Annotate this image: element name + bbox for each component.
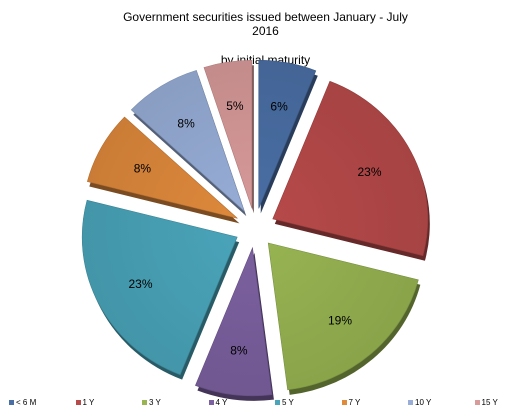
legend-item: < 6 M — [9, 398, 36, 407]
legend-item: 1 Y — [75, 398, 95, 407]
legend-label: < 6 M — [16, 398, 37, 407]
data-label-10-y: 8% — [177, 117, 195, 131]
legend-label: 4 Y — [215, 398, 228, 407]
data-label-5-y: 23% — [128, 277, 152, 291]
legend-item: 3 Y — [142, 398, 161, 407]
legend-item: 4 Y — [208, 398, 228, 407]
legend-swatch — [142, 400, 147, 405]
legend-label: 15 Y — [481, 398, 498, 407]
legend-label: 5 Y — [282, 398, 294, 407]
data-label-4-y: 8% — [230, 344, 248, 358]
legend-item: 7 Y — [341, 398, 361, 407]
chart-title-line-1: Government securities issued between Jan… — [123, 10, 408, 24]
legend-label: 7 Y — [348, 398, 361, 407]
legend-item: 15 Y — [474, 398, 498, 407]
legend-item: 10 Y — [408, 398, 431, 407]
legend-swatch — [408, 400, 413, 405]
pie-slice-5-y — [81, 199, 238, 376]
data-label-1-y: 23% — [357, 165, 381, 179]
legend-item: 5 Y — [275, 398, 294, 407]
pie-slice-4-y — [195, 246, 273, 397]
legend-label: 10 Y — [415, 398, 432, 407]
chart-title-line-2: 2016 — [252, 24, 279, 38]
legend-swatch — [9, 400, 14, 405]
chart-legend: < 6 M 1 Y 3 Y 4 Y 5 Y 7 Y 10 Y 15 Y — [0, 398, 531, 412]
legend-swatch — [208, 400, 214, 405]
legend-swatch — [341, 400, 347, 405]
pie-slice-3-y — [267, 242, 419, 391]
data-label-6-m: 6% — [270, 100, 288, 114]
pie-slice-15-y — [203, 59, 253, 209]
data-label-15-y: 5% — [226, 99, 244, 113]
pie-slice-10-y — [130, 69, 245, 213]
legend-swatch — [75, 400, 81, 405]
pie-slice-6-m — [258, 60, 317, 209]
data-label-7-y: 8% — [134, 162, 152, 176]
legend-label: 3 Y — [149, 398, 161, 407]
legend-swatch — [474, 400, 480, 405]
legend-label: 1 Y — [82, 398, 95, 407]
legend-swatch — [275, 400, 280, 405]
pie-slice-7-y — [86, 116, 238, 219]
pie-slice-1-y — [272, 80, 429, 257]
data-label-3-y: 19% — [328, 314, 352, 328]
